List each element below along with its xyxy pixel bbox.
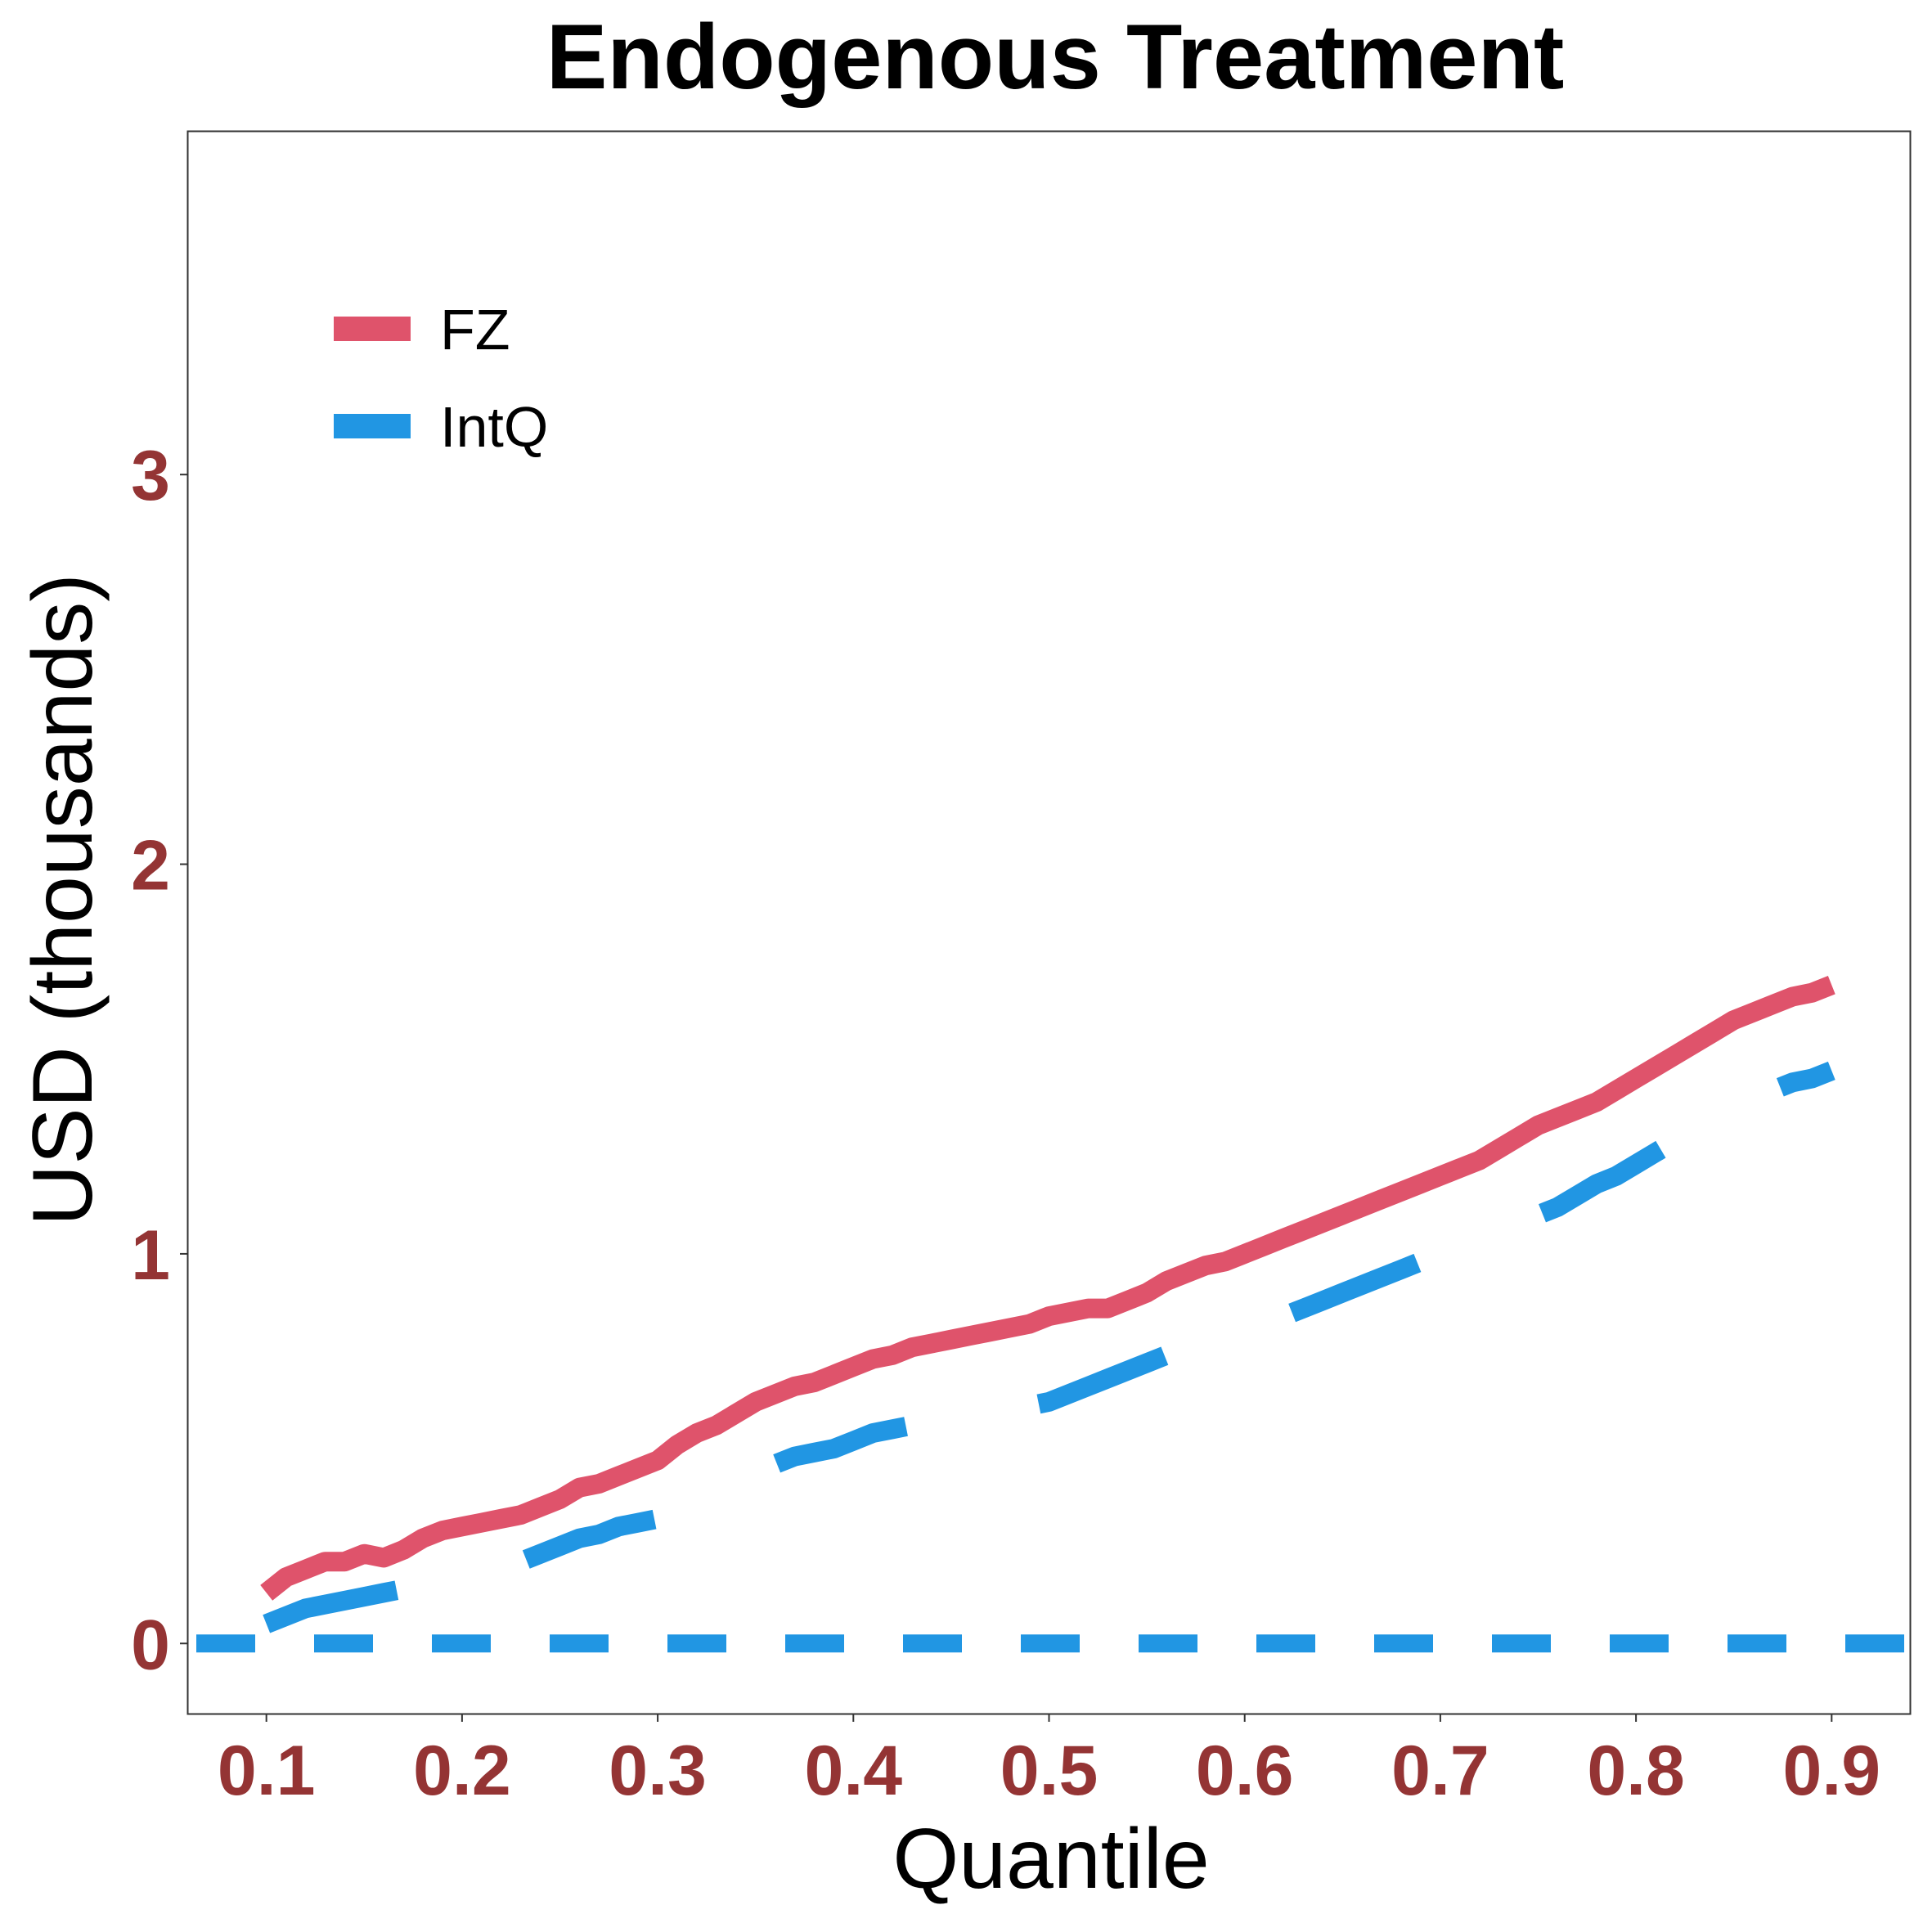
- x-tick-label: 0.2: [413, 1732, 511, 1810]
- y-tick-label: 1: [131, 1216, 170, 1295]
- x-tick-label: 0.8: [1587, 1732, 1685, 1810]
- legend-item-intq: IntQ: [334, 395, 548, 459]
- x-axis-label: Quantile: [892, 1812, 1209, 1907]
- x-tick-label: 0.6: [1196, 1732, 1294, 1810]
- y-tick-label: 3: [131, 437, 170, 515]
- plot-panel-border: [186, 130, 1912, 1715]
- series-layer: [260, 976, 1835, 1633]
- x-tick-label: 0.5: [1000, 1732, 1099, 1810]
- legend: FZ IntQ: [334, 298, 548, 459]
- series-line-intq: [263, 1061, 1835, 1633]
- chart-title: Endogenous Treatment: [546, 6, 1565, 108]
- x-tick-label: 0.4: [805, 1732, 903, 1810]
- legend-label: IntQ: [440, 395, 548, 459]
- x-tick-label: 0.7: [1391, 1732, 1489, 1810]
- legend-label: FZ: [440, 298, 510, 362]
- y-tick-label: 2: [131, 827, 170, 905]
- legend-item-fz: FZ: [334, 298, 510, 362]
- y-tick-label: 0: [131, 1606, 170, 1684]
- series-line-fz: [260, 976, 1835, 1601]
- x-tick-label: 0.9: [1783, 1732, 1881, 1810]
- y-axis: 0 1 2 3: [131, 437, 188, 1684]
- x-tick-label: 0.3: [609, 1732, 707, 1810]
- y-axis-label: USD (thousands): [16, 573, 110, 1226]
- x-axis: 0.1 0.2 0.3 0.4 0.5 0.6 0.7 0.8 0.9: [218, 1714, 1880, 1810]
- x-tick-label: 0.1: [218, 1732, 316, 1810]
